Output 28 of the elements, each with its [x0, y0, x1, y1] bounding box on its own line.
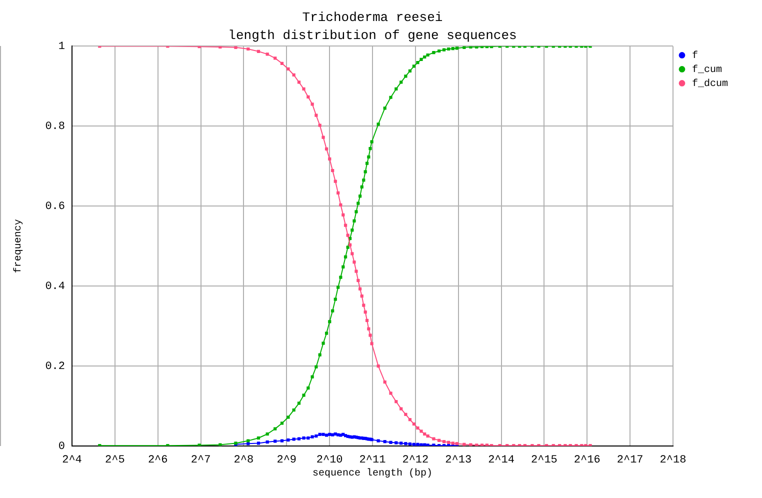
y-axis-title: frequency	[12, 219, 25, 274]
x-tick-label: 2^9	[276, 454, 297, 467]
x-tick-label: 2^18	[660, 454, 686, 467]
y-tick-label: 0	[58, 440, 65, 453]
y-tick-label: 0.4	[45, 280, 66, 293]
legend-label: f_cum	[692, 64, 722, 76]
x-tick-label: 2^7	[190, 454, 211, 467]
x-tick-label: 2^16	[574, 454, 600, 467]
y-tick-label: 0.8	[45, 121, 65, 134]
y-tick-label: 0.2	[45, 360, 65, 373]
x-tick-label: 2^11	[359, 454, 386, 467]
x-tick-label: 2^4	[62, 454, 82, 467]
x-tick-label: 2^8	[234, 454, 254, 467]
x-tick-label: 2^14	[488, 454, 515, 467]
x-tick-label: 2^13	[445, 454, 472, 467]
x-tick-label: 2^17	[616, 454, 644, 467]
x-tick-label: 2^15	[531, 454, 558, 467]
chart-subtitle: length distribution of gene sequences	[228, 28, 517, 43]
chart-title: Trichoderma reesei	[302, 10, 443, 26]
x-tick-label: 2^10	[316, 454, 343, 467]
y-tick-label: 0.6	[45, 201, 65, 214]
x-axis-title: sequence length (bp)	[312, 468, 433, 480]
y-tick-label: 1	[58, 41, 66, 54]
x-tick-label: 2^6	[148, 454, 168, 467]
x-tick-label: 2^12	[402, 454, 429, 467]
legend-label: f_dcum	[692, 78, 728, 90]
x-tick-label: 2^5	[105, 454, 125, 467]
legend-label: f	[692, 50, 698, 62]
